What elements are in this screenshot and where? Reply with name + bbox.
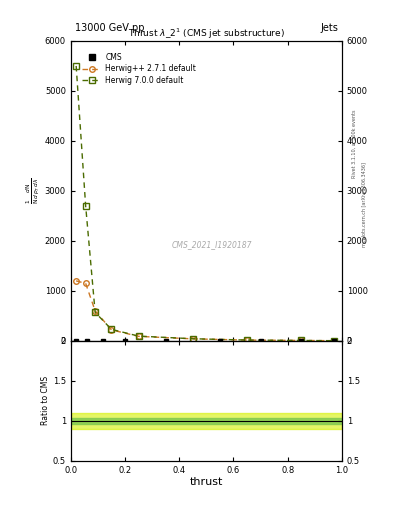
Text: CMS_2021_I1920187: CMS_2021_I1920187: [171, 240, 252, 249]
X-axis label: thrust: thrust: [190, 477, 223, 487]
Text: 13000 GeV pp: 13000 GeV pp: [75, 23, 144, 33]
Title: Thrust $\lambda\_2^1$ (CMS jet substructure): Thrust $\lambda\_2^1$ (CMS jet substruct…: [128, 27, 285, 41]
Text: Rivet 3.1.10, ≥ 500k events: Rivet 3.1.10, ≥ 500k events: [352, 109, 357, 178]
Y-axis label: Ratio to CMS: Ratio to CMS: [41, 376, 50, 425]
Text: Jets: Jets: [320, 23, 338, 33]
Legend: CMS, Herwig++ 2.7.1 default, Herwig 7.0.0 default: CMS, Herwig++ 2.7.1 default, Herwig 7.0.…: [80, 51, 198, 87]
Y-axis label: $\frac{1}{\mathrm{N}}\frac{d\mathrm{N}}{d\,p_T\,d\lambda}$: $\frac{1}{\mathrm{N}}\frac{d\mathrm{N}}{…: [25, 178, 42, 204]
Text: mcplots.cern.ch [arXiv:1306.3436]: mcplots.cern.ch [arXiv:1306.3436]: [362, 162, 367, 247]
